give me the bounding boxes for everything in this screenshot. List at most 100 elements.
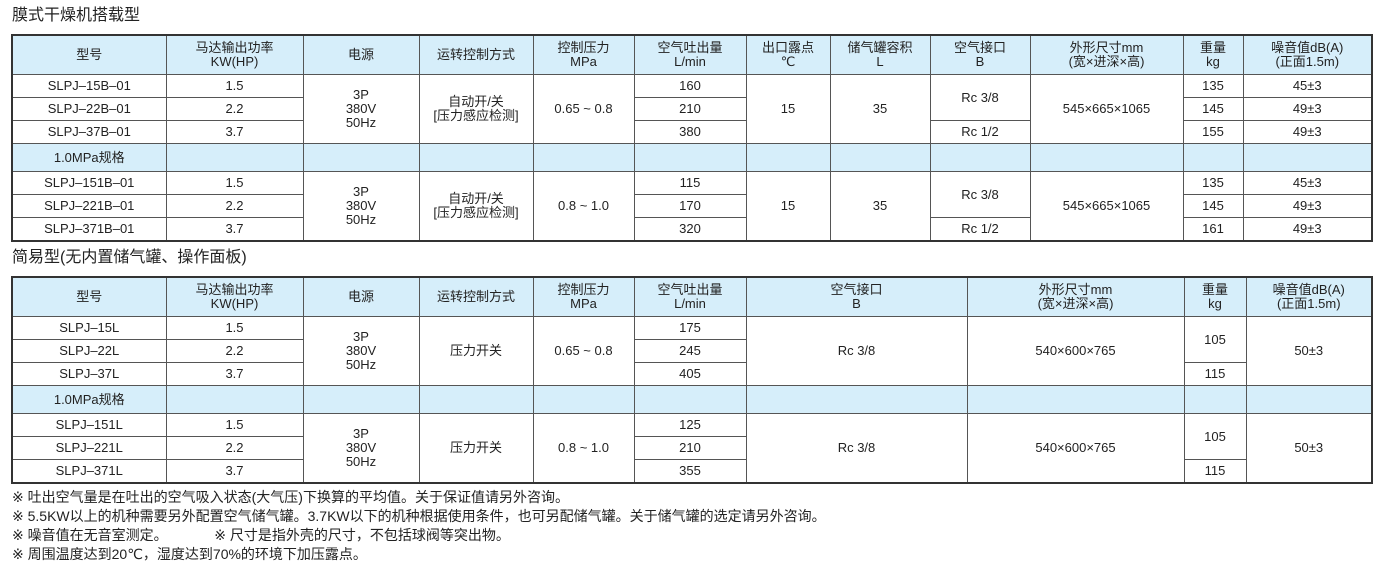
model-cell-text: SLPJ–371B–01 — [44, 221, 135, 236]
noise-cell-text: 49±3 — [1292, 221, 1322, 236]
tank-volume-cell: 35 — [829, 74, 931, 144]
power-supply-cell-text: 3P — [353, 329, 369, 344]
weight-cell-text: 145 — [1202, 101, 1224, 116]
control-method-cell: 压力开关 — [418, 413, 534, 484]
column-header: 控制压力 MPa — [532, 34, 635, 75]
column-header-text: L/min — [674, 54, 706, 69]
power-cell: 1.5 — [165, 171, 304, 195]
air-port-cell-text: Rc 3/8 — [837, 343, 876, 358]
column-header: 重量 kg — [1183, 276, 1247, 317]
band-cell — [633, 385, 747, 414]
air-port-cell-text: Rc 3/8 — [837, 440, 876, 455]
column-header: 型号 — [11, 276, 167, 317]
air-port-cell: Rc 3/8 — [745, 413, 968, 484]
power-supply-cell: 3P 380V 50Hz — [302, 413, 420, 484]
power-cell-text: 3.7 — [225, 221, 244, 236]
air-output-cell: 380 — [633, 120, 747, 144]
model-cell: SLPJ–221L — [11, 436, 167, 460]
column-header: 马达输出功率 KW(HP) — [165, 34, 304, 75]
band-cell — [1029, 143, 1184, 172]
power-supply-cell-text: 380V — [345, 198, 377, 213]
footnotes: ※ 吐出空气量是在吐出的空气吸入状态(大气压)下换算的平均值。关于保证值请另外咨… — [12, 488, 826, 564]
air-port-cell-text: Rc 1/2 — [961, 124, 999, 139]
power-cell-text: 2.2 — [225, 440, 244, 455]
power-cell: 3.7 — [165, 362, 304, 386]
power-supply-cell-text: 50Hz — [345, 115, 377, 130]
column-header: 运转控制方式 — [418, 34, 534, 75]
column-header-text: 马达输出功率 — [195, 40, 274, 55]
simple-type-spec-table: 型号 马达输出功率 KW(HP) 电源 运转控制方式 控制压力 MPa 空气吐出量 L/min 空… — [11, 276, 1373, 484]
table-row: SLPJ–37B–01 3.7 380 Rc 1/2 155 49±3 — [11, 120, 1373, 144]
control-pressure-cell: 0.8 ~ 1.0 — [532, 171, 635, 242]
power-cell: 2.2 — [165, 339, 304, 363]
section-title-membrane-dryer: 膜式干燥机搭载型 — [12, 7, 141, 24]
column-header-text: 重量 — [1199, 40, 1226, 55]
column-header-text: 电源 — [347, 289, 374, 304]
dimensions-cell-text: 540×600×765 — [1035, 440, 1116, 455]
column-header: 噪音值dB(A) (正面1.5m) — [1245, 276, 1373, 317]
model-cell: SLPJ–371B–01 — [11, 217, 167, 242]
air-output-cell: 355 — [633, 459, 747, 484]
column-header-text: KW(HP) — [210, 296, 259, 311]
power-cell-text: 2.2 — [225, 198, 244, 213]
table-row: SLPJ–371B–01 3.7 320 Rc 1/2 161 49±3 — [11, 217, 1373, 242]
air-output-cell: 160 — [633, 74, 747, 98]
dimensions-cell: 540×600×765 — [966, 413, 1185, 484]
band-cell — [929, 143, 1031, 172]
band-label: 1.0MPa规格 — [11, 143, 167, 172]
air-output-cell: 210 — [633, 97, 747, 121]
tank-volume-cell-text: 35 — [872, 198, 888, 213]
weight-cell: 155 — [1182, 120, 1244, 144]
column-header-text: 噪音值dB(A) — [1272, 282, 1345, 297]
column-header-text: 空气吐出量 — [657, 282, 723, 297]
weight-cell-text: 145 — [1202, 198, 1224, 213]
band-cell — [532, 385, 635, 414]
noise-cell-text: 49±3 — [1292, 124, 1322, 139]
dimensions-cell: 545×665×1065 — [1029, 171, 1184, 242]
air-port-cell: Rc 3/8 — [929, 74, 1031, 121]
table-row: SLPJ–15B–01 1.5 3P 380V 50Hz 自动开/关 [压力感应检测] 0.6… — [11, 74, 1373, 144]
model-cell-text: SLPJ–22L — [59, 343, 120, 358]
table-row: SLPJ–151B–01 1.5 3P 380V 50Hz 自动开/关 [压力感应检测] 0.… — [11, 171, 1373, 242]
column-header-text: L — [876, 54, 884, 69]
weight-cell: 135 — [1182, 74, 1244, 98]
model-cell-text: SLPJ–15L — [59, 320, 120, 335]
weight-cell: 145 — [1182, 194, 1244, 218]
power-cell: 3.7 — [165, 459, 304, 484]
power-cell-text: 1.5 — [225, 417, 244, 432]
column-header-text: 噪音值dB(A) — [1271, 40, 1344, 55]
column-header-text: (正面1.5m) — [1275, 54, 1340, 69]
column-header: 出口露点 ℃ — [745, 34, 831, 75]
model-cell: SLPJ–151B–01 — [11, 171, 167, 195]
control-pressure-cell-text: 0.8 ~ 1.0 — [558, 440, 609, 455]
power-supply-cell-text: 3P — [353, 184, 369, 199]
band-cell — [829, 143, 931, 172]
column-header-text: 空气吐出量 — [657, 40, 723, 55]
column-header-text: KW(HP) — [210, 54, 259, 69]
power-cell: 1.5 — [165, 74, 304, 98]
weight-cell-text: 105 — [1204, 428, 1226, 444]
weight-cell-text: 135 — [1202, 78, 1224, 93]
column-header-text: (正面1.5m) — [1276, 296, 1341, 311]
model-cell-text: SLPJ–37L — [59, 366, 120, 381]
control-pressure-cell: 0.65 ~ 0.8 — [532, 316, 635, 386]
model-cell: SLPJ–151L — [11, 413, 167, 437]
column-header-text: 空气接口 — [953, 40, 1006, 55]
dew-point-cell: 15 — [745, 74, 831, 144]
weight-cell-text: 115 — [1204, 463, 1226, 478]
column-header-text: (宽×进深×高) — [1068, 54, 1145, 69]
air-output-cell-text: 115 — [679, 175, 701, 190]
power-supply-cell-text: 380V — [345, 101, 377, 116]
band-cell — [418, 143, 534, 172]
model-cell-text: SLPJ–22B–01 — [47, 101, 131, 116]
control-method-cell: 自动开/关 [压力感应检测] — [418, 74, 534, 144]
table-row: SLPJ–22B–01 2.2 210 145 49±3 — [11, 97, 1373, 121]
spec-band-row: 1.0MPa规格 — [11, 385, 1373, 414]
model-cell: SLPJ–221B–01 — [11, 194, 167, 218]
air-output-cell: 175 — [633, 316, 747, 340]
weight-cell: 105 — [1183, 413, 1247, 460]
column-header: 储气罐容积 L — [829, 34, 931, 75]
weight-cell-text: 161 — [1202, 221, 1224, 236]
noise-cell: 45±3 — [1242, 74, 1373, 98]
power-cell: 2.2 — [165, 97, 304, 121]
